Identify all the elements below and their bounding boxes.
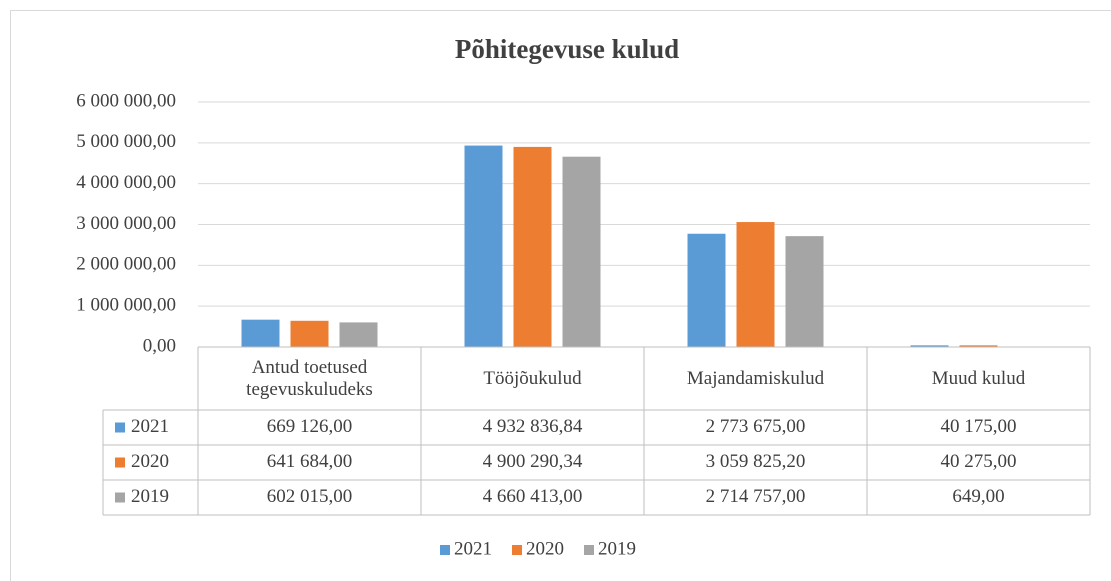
table-cell: 4 660 413,00: [483, 486, 583, 507]
table-cell: 4 900 290,34: [483, 451, 583, 472]
table-cell: 2 714 757,00: [706, 486, 806, 507]
y-tick-label: 0,00: [143, 335, 176, 356]
bar: [513, 146, 552, 347]
y-tick-label: 4 000 000,00: [76, 172, 176, 193]
table-legend-key: [115, 492, 125, 503]
table-series-label: 2019: [131, 486, 169, 507]
x-tick-label: Tööjõukulud: [483, 367, 582, 389]
legend-label: 2019: [598, 538, 636, 559]
x-tick-label: Antud toetused tegevuskuludeks: [246, 356, 373, 400]
table-cell: 3 059 825,20: [706, 451, 806, 472]
legend-key: [512, 545, 522, 555]
chart-border: [10, 10, 1111, 581]
x-tick-label: Muud kulud: [931, 367, 1026, 389]
bar: [736, 222, 775, 347]
table-series-label: 2020: [131, 451, 169, 472]
table-cell: 602 015,00: [267, 486, 353, 507]
table-cell: 669 126,00: [267, 416, 353, 437]
table-cell: 4 932 836,84: [483, 416, 583, 437]
bar: [785, 236, 824, 347]
legend-key: [440, 545, 450, 555]
bar: [290, 320, 329, 347]
legend-key: [584, 545, 594, 555]
chart-title: Põhitegevuse kulud: [455, 34, 679, 64]
y-tick-label: 2 000 000,00: [76, 254, 176, 275]
y-tick-label: 1 000 000,00: [76, 295, 176, 316]
bar: [687, 233, 726, 347]
x-tick-label: Majandamiskulud: [686, 367, 825, 389]
table-legend-key: [115, 457, 125, 468]
table-cell: 641 684,00: [267, 451, 353, 472]
bar: [562, 156, 601, 347]
y-tick-label: 5 000 000,00: [76, 131, 176, 152]
bar: [910, 345, 949, 347]
table-cell: 2 773 675,00: [706, 416, 806, 437]
table-series-label: 2021: [131, 416, 169, 437]
bar: [241, 319, 280, 347]
y-tick-label: 3 000 000,00: [76, 213, 176, 234]
table-cell: 40 275,00: [941, 451, 1017, 472]
bar: [959, 345, 998, 347]
bar: [339, 322, 378, 347]
table-cell: 40 175,00: [941, 416, 1017, 437]
legend-label: 2020: [526, 538, 564, 559]
table-cell: 649,00: [952, 486, 1004, 507]
y-tick-label: 6 000 000,00: [76, 90, 176, 111]
legend-label: 2021: [454, 538, 492, 559]
bar: [464, 145, 503, 347]
table-legend-key: [115, 422, 125, 433]
